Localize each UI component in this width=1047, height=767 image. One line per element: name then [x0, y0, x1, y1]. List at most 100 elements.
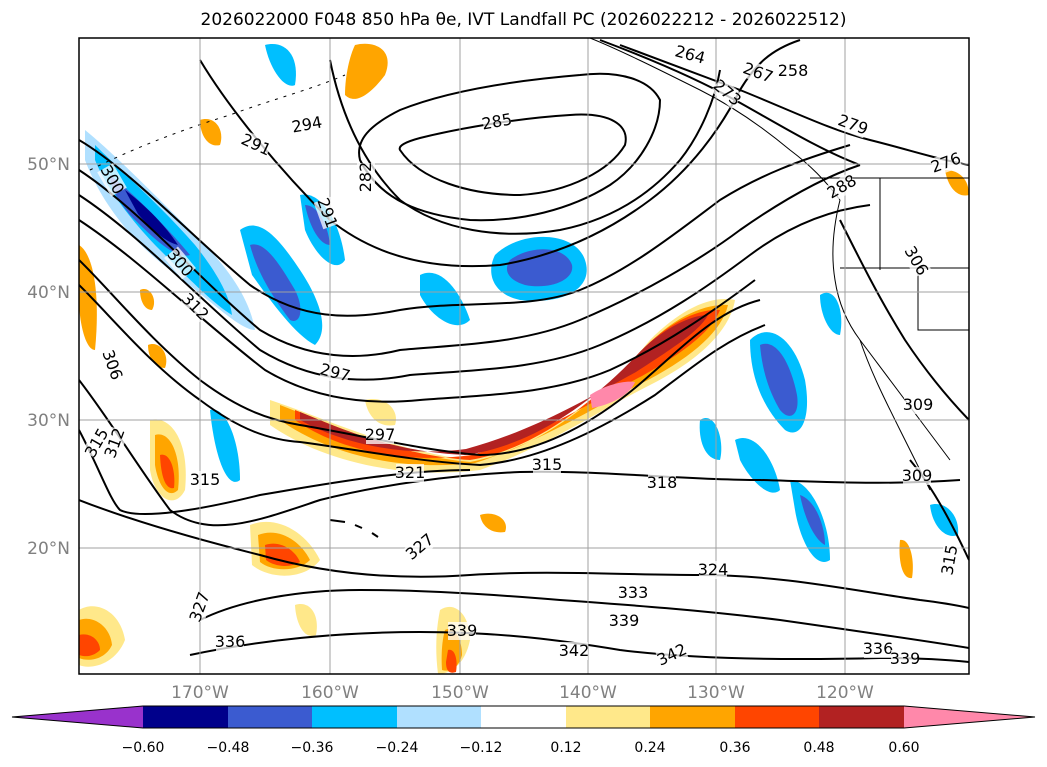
- contour-label-background: [891, 650, 919, 668]
- map-title: 2026022000 F048 850 hPa θe, IVT Landfall…: [200, 10, 847, 30]
- longitude-labels: 170°W 160°W 150°W 140°W 130°W 120°W: [171, 683, 874, 703]
- aleutians: [89, 74, 346, 171]
- positive-region: [590, 381, 635, 408]
- lon-label: 130°W: [687, 683, 745, 703]
- contour-label-background: [610, 612, 638, 630]
- contour-label-background: [357, 163, 375, 191]
- positive-region: [200, 119, 222, 146]
- colorbar-segment: [819, 706, 904, 728]
- negative-region: [506, 249, 573, 287]
- contour-label-background: [186, 590, 214, 624]
- colorbar-tick-label: −0.12: [460, 740, 503, 756]
- negative-region: [265, 44, 296, 86]
- contour-label-background: [560, 642, 588, 660]
- lat-label: 50°N: [27, 155, 70, 175]
- lat-label: 20°N: [27, 539, 70, 559]
- map-frame: [78, 37, 970, 675]
- contour-label: 339: [890, 649, 921, 668]
- colorbar-segment: [228, 706, 312, 728]
- hawaii: [329, 519, 379, 538]
- lon-label: 150°W: [431, 683, 489, 703]
- contour-label: 309: [903, 395, 934, 414]
- lon-label: 140°W: [559, 683, 617, 703]
- contour-label-background: [710, 77, 744, 109]
- contour-label: 315: [190, 470, 221, 489]
- contour-label: 333: [618, 583, 649, 602]
- colorbar-tick-label: 0.12: [550, 740, 581, 756]
- contour-label-background: [533, 456, 561, 474]
- contour-label-background: [101, 426, 129, 460]
- lat-lon-grid: [79, 38, 969, 674]
- positive-region: [79, 245, 97, 350]
- contour-label: 336: [863, 639, 894, 658]
- lon-label: 170°W: [171, 683, 229, 703]
- positive-region: [148, 344, 167, 368]
- positive-region: [345, 43, 388, 99]
- colorbar-tick-label: 0.60: [888, 740, 919, 756]
- positive-region: [265, 543, 300, 566]
- contour-label-background: [655, 640, 689, 670]
- pc-shading: [79, 43, 969, 674]
- contour-line: [79, 259, 761, 457]
- contour-label-background: [699, 561, 727, 579]
- contour-line: [79, 139, 851, 317]
- contour-label-background: [191, 471, 219, 489]
- contour-label-background: [216, 633, 244, 651]
- positive-region: [365, 399, 396, 426]
- contour-label-background: [741, 59, 775, 87]
- positive-region: [446, 649, 457, 673]
- positive-region: [480, 513, 506, 533]
- positive-region: [295, 604, 317, 636]
- map-background: [79, 38, 969, 674]
- contour-label: 318: [647, 473, 678, 492]
- colorbar-tick-label: −0.60: [122, 740, 165, 756]
- contour-label-background: [82, 426, 112, 460]
- contour-label-background: [98, 348, 126, 382]
- negative-region: [250, 244, 301, 321]
- colorbar-tick-label: −0.36: [291, 740, 334, 756]
- negative-region: [125, 190, 178, 245]
- contour-label: 342: [559, 641, 590, 660]
- latitude-labels: 50°N 40°N 30°N 20°N: [27, 155, 70, 559]
- contour-label-background: [97, 163, 127, 197]
- contour-label-background: [648, 474, 676, 492]
- lon-label: 160°W: [301, 683, 359, 703]
- contour-label-background: [903, 467, 931, 485]
- positive-region: [899, 539, 913, 579]
- coastline-alaska: [589, 38, 841, 201]
- colorbar-segment: [481, 706, 566, 728]
- contour-line: [329, 59, 721, 235]
- contour-label-background: [239, 130, 273, 160]
- colorbar-segment: [735, 706, 819, 728]
- contour-line: [839, 219, 969, 421]
- contour-label-background: [164, 246, 196, 280]
- lat-label: 30°N: [27, 411, 70, 431]
- contour-line: [619, 44, 969, 166]
- colorbar-tick-label: 0.24: [634, 740, 665, 756]
- contour-line: [79, 379, 961, 527]
- colorbar-extend-high: [904, 706, 1035, 728]
- contour-label: 297: [365, 425, 396, 444]
- negative-region: [305, 205, 330, 245]
- contour-label-background: [366, 426, 394, 444]
- contour-label-background: [938, 544, 962, 576]
- contour-label-background: [929, 149, 963, 177]
- contour-line: [398, 113, 627, 197]
- contour-line: [358, 72, 662, 222]
- colorbar-extend-low: [12, 706, 143, 728]
- colorbar-tick-label: −0.24: [376, 740, 419, 756]
- coastline-pacific-nw: [832, 199, 951, 461]
- contour-label-background: [779, 62, 807, 80]
- colorbar-segment: [397, 706, 481, 728]
- positive-region: [160, 454, 175, 489]
- lon-label: 120°W: [816, 683, 874, 703]
- contour-label: 339: [447, 621, 478, 640]
- contour-label: 324: [698, 560, 729, 579]
- colorbar-segment: [566, 706, 650, 728]
- colorbar-segment: [312, 706, 397, 728]
- contour-line: [79, 164, 861, 357]
- contour-label: 309: [902, 466, 933, 485]
- border-states: [840, 178, 969, 331]
